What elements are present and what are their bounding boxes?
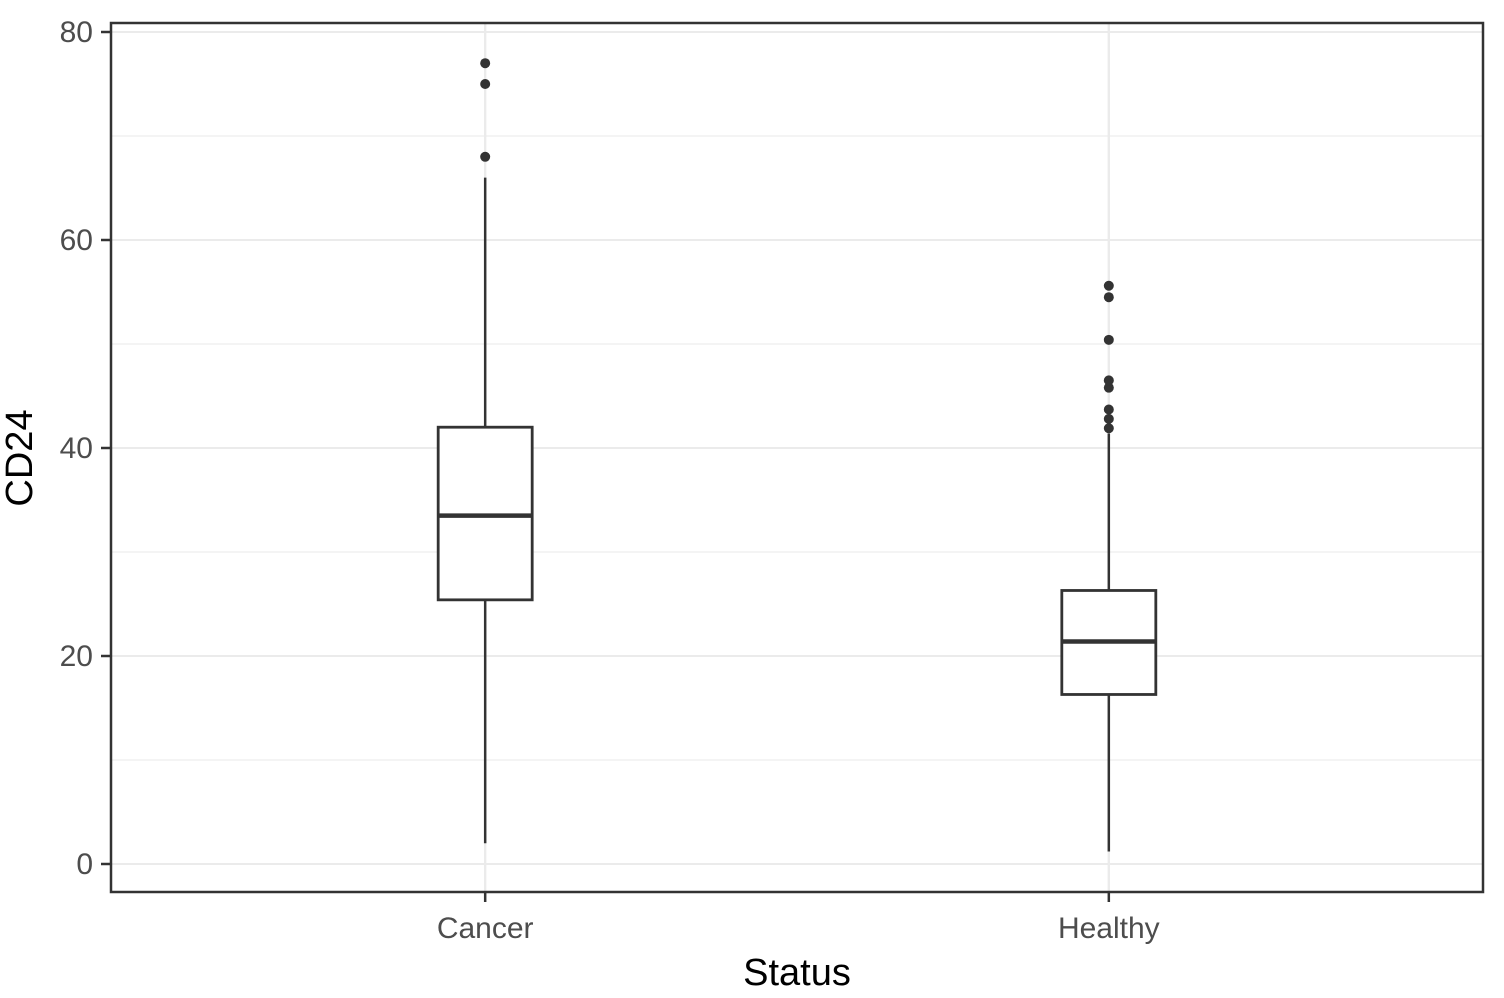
box-marks [436,58,1158,852]
panel-border-rect [109,21,1485,894]
x-tick-label: Cancer [437,912,534,945]
y-tick-label: 0 [76,848,93,881]
outlier-point [1103,404,1114,415]
outlier-point [480,79,491,89]
x-axis-title: Status [743,952,851,994]
outlier-point [1103,382,1114,393]
y-tick-label: 40 [60,432,93,465]
y-tick-label: 80 [60,16,93,49]
axis-tick-labels: 0 20 40 60 80 Cancer Healthy [60,16,1160,945]
y-tick-label: 20 [60,640,93,673]
axis-ticks [101,30,1111,902]
y-tick-label: 60 [60,224,93,257]
y-axis-title: CD24 [0,409,41,506]
outlier-point [1103,292,1114,303]
outlier-point [1103,334,1114,345]
x-tick-label: Healthy [1058,912,1160,945]
outlier-point [480,151,491,162]
outlier-point [1103,423,1114,434]
outlier-point [1103,413,1114,424]
gridlines [111,23,1483,892]
outlier-point [480,58,491,69]
outlier-point [1103,280,1114,291]
panel-border [109,21,1485,894]
outlier-point [1103,375,1114,386]
